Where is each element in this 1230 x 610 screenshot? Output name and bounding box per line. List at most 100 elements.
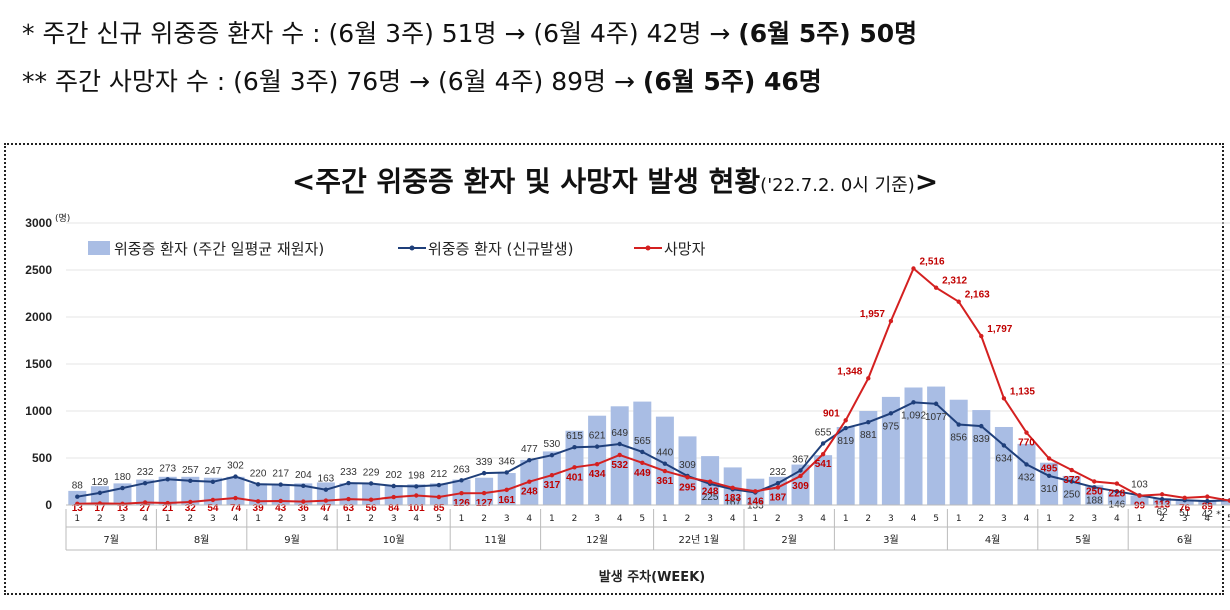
x-tick-week: 3 [1182, 514, 1188, 524]
legend-swatch-bar [88, 241, 110, 255]
deaths-point [1205, 494, 1210, 499]
x-tick-week: 3 [300, 514, 306, 524]
new-severe-point [346, 480, 351, 486]
new-severe-point [368, 481, 374, 486]
y-tick-label: 2000 [25, 310, 52, 324]
deaths-data-label: 250 [1086, 487, 1103, 498]
new-severe-point [278, 482, 283, 487]
bar [655, 416, 674, 505]
x-tick-month: 22년 1월 [678, 534, 719, 546]
x-tick-week: 4 [911, 514, 917, 524]
bar [136, 479, 155, 505]
x-tick-week: 5 [1227, 514, 1230, 524]
x-tick-week: 5 [436, 514, 442, 524]
x-axis-title: 발생 주차(WEEK) [599, 569, 705, 585]
new-severe-data-label: 839 [973, 434, 990, 445]
summary-line-deaths-text: ** 주간 사망자 수 : (6월 3주) 76명 → (6월 4주) 89명 … [22, 67, 635, 96]
legend-marker-new-severe [409, 245, 415, 251]
deaths-point [640, 460, 645, 465]
deaths-data-label: 183 [724, 493, 741, 504]
new-severe-data-label: 273 [159, 463, 176, 474]
x-tick-week: 4 [526, 514, 532, 524]
bar [226, 476, 245, 505]
legend-label-bar: 위중증 환자 (주간 일평균 재원자) [114, 240, 324, 258]
new-severe-point [120, 485, 125, 491]
new-severe-data-label: 198 [408, 470, 425, 481]
new-severe-data-label: 655 [815, 427, 832, 438]
deaths-data-label: 770 [1018, 438, 1035, 449]
footnote-marker: * [1216, 510, 1221, 520]
x-tick-month: 10월 [383, 534, 405, 546]
deaths-data-label: 21 [162, 503, 174, 514]
new-severe-data-label: 819 [837, 436, 854, 447]
x-tick-week: 3 [888, 514, 894, 524]
deaths-point [549, 473, 555, 478]
new-severe-point [391, 483, 396, 489]
deaths-data-label: 1,797 [987, 324, 1012, 335]
new-severe-point [933, 401, 939, 406]
deaths-data-label: 39 [253, 503, 265, 514]
new-severe-data-label: 163 [318, 474, 335, 485]
new-severe-data-label: 1,092 [901, 410, 926, 421]
chart-title: <주간 위중증 환자 및 사망자 발생 현황('22.7.2. 0시 기준)> [0, 160, 1230, 200]
new-severe-data-label: 975 [883, 421, 900, 432]
new-severe-point [1205, 498, 1210, 504]
deaths-point [527, 479, 532, 484]
new-severe-point [1001, 443, 1007, 448]
deaths-data-label: 248 [702, 487, 719, 498]
x-tick-week: 2 [481, 514, 487, 524]
bar [181, 476, 200, 505]
deaths-data-label: 76 [1179, 503, 1191, 514]
deaths-point [436, 494, 442, 500]
deaths-point [1092, 479, 1097, 484]
bar [203, 477, 222, 505]
new-severe-point [1092, 485, 1097, 490]
deaths-point [730, 485, 735, 490]
deaths-data-label: 54 [207, 503, 219, 514]
deaths-data-label: 248 [521, 487, 538, 498]
bar [1220, 501, 1230, 505]
new-severe-point [504, 470, 509, 475]
new-severe-data-label: 309 [679, 460, 696, 471]
x-tick-week: 3 [391, 514, 397, 524]
deaths-data-label: 43 [275, 503, 287, 514]
summary-line-new-severe: * 주간 신규 위중증 환자 수 : (6월 3주) 51명 → (6월 4주)… [22, 14, 917, 50]
x-tick-month: 9월 [284, 534, 300, 546]
deaths-point [233, 495, 238, 501]
y-tick-label: 500 [32, 451, 52, 465]
chart-frame [4, 143, 1224, 595]
x-tick-week: 3 [1091, 514, 1097, 524]
x-tick-week: 2 [97, 514, 103, 524]
new-severe-data-label: 204 [295, 470, 312, 481]
new-severe-data-label: 180 [114, 472, 131, 483]
new-severe-data-label: 42 [1202, 509, 1214, 520]
x-tick-week: 4 [1114, 514, 1120, 524]
new-severe-data-label: 188 [1086, 495, 1103, 506]
bar [429, 483, 448, 505]
legend-label-deaths: 사망자 [664, 240, 706, 258]
x-tick-week: 4 [1024, 514, 1030, 524]
deaths-data-label: 317 [544, 480, 561, 491]
new-severe-data-label: 432 [1018, 472, 1035, 483]
deaths-point [1227, 498, 1230, 503]
deaths-data-label: 361 [657, 476, 674, 487]
x-tick-week: 3 [594, 514, 600, 524]
y-tick-label: 3000 [25, 216, 52, 230]
new-severe-data-label: 477 [521, 444, 538, 455]
deaths-data-label: 495 [1041, 463, 1058, 474]
new-severe-data-label: 133 [747, 500, 764, 511]
new-severe-point [75, 494, 80, 499]
x-tick-week: 2 [1069, 514, 1075, 524]
x-tick-week: 2 [187, 514, 193, 524]
bar [678, 436, 697, 505]
new-severe-point [640, 449, 645, 455]
new-severe-data-label: 339 [476, 457, 493, 468]
deaths-data-label: 89 [1202, 502, 1214, 513]
deaths-point [1069, 467, 1074, 473]
x-tick-week: 5 [933, 514, 939, 524]
deaths-data-label: 401 [566, 472, 583, 483]
bar [814, 455, 833, 505]
new-severe-point [481, 470, 487, 476]
x-tick-week: 1 [255, 514, 261, 524]
new-severe-point [617, 441, 622, 447]
